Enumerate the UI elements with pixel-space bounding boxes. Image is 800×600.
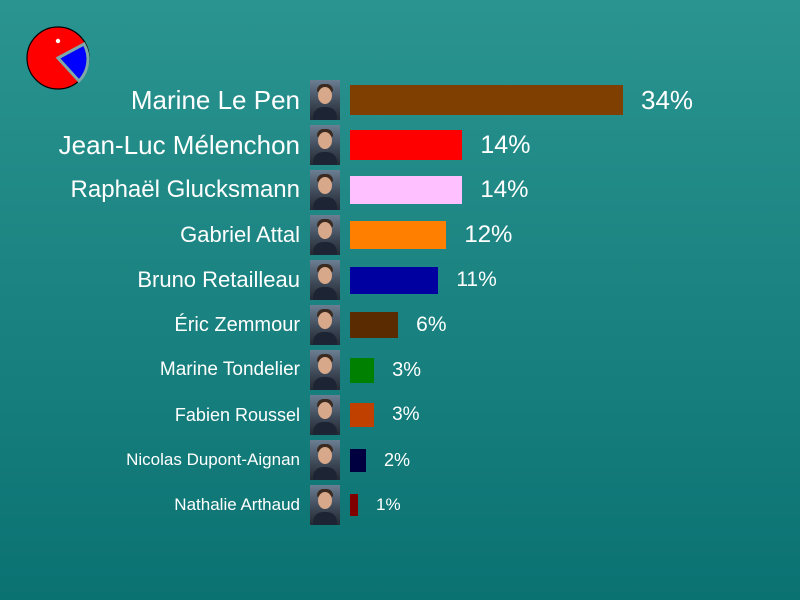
chart-row: Marine Tondelier 3%	[0, 350, 800, 390]
chart-row: Gabriel Attal 12%	[0, 215, 800, 255]
bar	[350, 312, 399, 338]
bar	[350, 403, 375, 427]
candidate-photo	[310, 395, 340, 435]
value-label: 3%	[392, 404, 420, 425]
candidate-label: Marine Le Pen	[130, 84, 300, 115]
value-label: 1%	[376, 495, 401, 514]
value-label: 14%	[480, 130, 531, 159]
bar	[350, 130, 463, 160]
value-label: 6%	[416, 313, 447, 336]
candidate-photo	[310, 80, 340, 120]
candidate-photo	[310, 215, 340, 255]
chart-row: Raphaël Glucksmann 14%	[0, 170, 800, 210]
candidate-label: Nathalie Arthaud	[174, 495, 300, 514]
bar	[350, 176, 463, 204]
chart-row: Éric Zemmour 6%	[0, 305, 800, 345]
candidate-label: Raphaël Glucksmann	[70, 176, 300, 203]
candidate-label: Bruno Retailleau	[137, 267, 300, 292]
bar	[350, 357, 375, 383]
value-label: 2%	[384, 449, 411, 470]
candidate-photo	[310, 350, 340, 390]
chart-row: Bruno Retailleau 11%	[0, 260, 800, 300]
candidate-label: Marine Tondelier	[159, 359, 300, 380]
chart-row: Marine Le Pen 34%	[0, 80, 800, 120]
chart-row: Jean-Luc Mélenchon 14%	[0, 125, 800, 165]
bar	[350, 221, 447, 249]
candidate-photo	[310, 125, 340, 165]
value-label: 12%	[464, 221, 513, 248]
bar	[350, 448, 367, 472]
bar	[350, 85, 623, 115]
value-label: 14%	[480, 176, 529, 203]
candidate-label: Éric Zemmour	[174, 313, 300, 336]
candidate-photo	[310, 305, 340, 345]
chart-row: Nathalie Arthaud 1%	[0, 485, 800, 525]
value-label: 34%	[641, 84, 694, 115]
chart-row: Fabien Roussel 3%	[0, 395, 800, 435]
candidate-label: Fabien Roussel	[174, 404, 300, 425]
chart-row: Nicolas Dupont-Aignan 2%	[0, 440, 800, 480]
candidate-photo	[310, 170, 340, 210]
candidate-photo	[310, 260, 340, 300]
candidate-label: Gabriel Attal	[180, 222, 300, 247]
value-label: 11%	[456, 268, 497, 291]
candidate-photo	[310, 440, 340, 480]
pie-logo-icon	[26, 26, 90, 90]
candidate-label: Jean-Luc Mélenchon	[58, 129, 300, 160]
bar	[350, 494, 359, 516]
candidate-photo	[310, 485, 340, 525]
bar	[350, 266, 439, 294]
candidate-label: Nicolas Dupont-Aignan	[126, 450, 300, 469]
value-label: 3%	[392, 358, 421, 381]
